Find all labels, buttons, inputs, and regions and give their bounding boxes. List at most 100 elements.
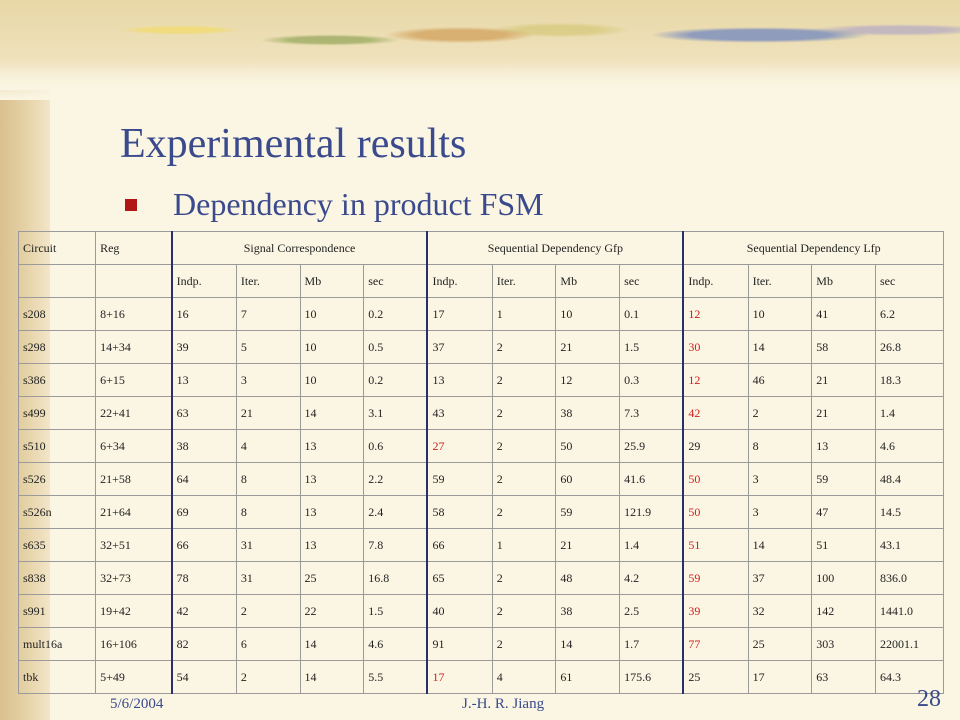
sc-indp-cell: 13	[170, 363, 237, 397]
lfp-indp-cell: 50	[682, 462, 749, 496]
lfp-mb-cell: 51	[811, 528, 876, 562]
sc-indp-cell: 82	[170, 627, 237, 661]
sc-indp-cell: 39	[170, 330, 237, 364]
gfp-sec-cell: 1.5	[619, 330, 684, 364]
sc-sec-cell: 0.5	[363, 330, 428, 364]
gfp-indp-cell: 27	[426, 429, 493, 463]
lfp-iter-cell: 46	[747, 363, 813, 397]
sc-iter-cell: 21	[235, 396, 301, 430]
gfp-sec-cell: 4.2	[619, 561, 684, 595]
gfp-iter-cell: 2	[491, 627, 557, 661]
reg-cell: 32+73	[95, 561, 173, 595]
gfp-iter-cell: 1	[491, 528, 557, 562]
reg-header: Reg	[95, 231, 173, 265]
reg-cell: 21+58	[95, 462, 173, 496]
sc-iter-cell: 7	[235, 297, 301, 331]
lfp-iter-cell: 37	[747, 561, 813, 595]
table-row: s510 6+34 38 4 13 0.6 27 2 50 25.9 29 8 13 4.6	[17, 429, 944, 463]
sc-sec-cell: 0.6	[363, 429, 428, 463]
lfp-iter-cell: 2	[747, 396, 813, 430]
gfp-mb-cell: 50	[555, 429, 621, 463]
lfp-sec-cell: 18.3	[875, 363, 944, 397]
gfp-iter-cell: 2	[491, 594, 557, 628]
sc-iter-cell: 3	[235, 363, 301, 397]
sc-iter-cell: 2	[235, 594, 301, 628]
gfp-sec-cell: 1.7	[619, 627, 684, 661]
reg-cell: 8+16	[95, 297, 173, 331]
sc-mb-cell: 14	[299, 396, 365, 430]
lfp-indp-cell: 25	[682, 660, 749, 694]
gfp-iter-cell: 2	[491, 561, 557, 595]
group-header-lfp: Sequential Dependency Lfp	[682, 231, 945, 265]
lfp-iter-cell: 8	[747, 429, 813, 463]
table-row: s635 32+51 66 31 13 7.8 66 1 21 1.4 51 14 51 43.1	[17, 528, 944, 562]
lfp-indp-cell: 29	[682, 429, 749, 463]
subheader-gfp-1: Iter.	[491, 264, 557, 298]
sc-mb-cell: 14	[299, 660, 365, 694]
sc-sec-cell: 16.8	[363, 561, 428, 595]
lfp-indp-cell: 51	[682, 528, 749, 562]
table-row: s526 21+58 64 8 13 2.2 59 2 60 41.6 50 3 59 48.4	[17, 462, 944, 496]
sc-iter-cell: 2	[235, 660, 301, 694]
subheader-lfp-0: Indp.	[682, 264, 749, 298]
gfp-sec-cell: 41.6	[619, 462, 684, 496]
table-row: s991 19+42 42 2 22 1.5 40 2 38 2.5 39 32 142 1441.0	[17, 594, 944, 628]
table-row: tbk 5+49 54 2 14 5.5 17 4 61 175.6 25 17 63 64.3	[17, 660, 944, 694]
gfp-iter-cell: 2	[491, 429, 557, 463]
sc-mb-cell: 10	[299, 297, 365, 331]
lfp-indp-cell: 59	[682, 561, 749, 595]
circuit-cell: tbk	[17, 660, 97, 694]
page-number: 28	[917, 686, 941, 712]
subheader-gfp-0: Indp.	[426, 264, 493, 298]
lfp-iter-cell: 10	[747, 297, 813, 331]
lfp-mb-cell: 59	[811, 462, 876, 496]
subheader-lfp-1: Iter.	[747, 264, 813, 298]
lfp-mb-cell: 47	[811, 495, 876, 529]
reg-cell: 19+42	[95, 594, 173, 628]
lfp-mb-cell: 58	[811, 330, 876, 364]
gfp-iter-cell: 2	[491, 330, 557, 364]
gfp-iter-cell: 2	[491, 396, 557, 430]
lfp-iter-cell: 14	[747, 528, 813, 562]
table-row: mult16a 16+106 82 6 14 4.6 91 2 14 1.7 77 25 303 2200…	[17, 627, 944, 661]
circuit-cell: mult16a	[17, 627, 97, 661]
lfp-mb-cell: 303	[811, 627, 876, 661]
table-body: s208 8+16 16 7 10 0.2 17 1 10 0.1 12 10 41 6.2 s298 14+…	[17, 297, 944, 694]
circuit-cell: s510	[17, 429, 97, 463]
gfp-sec-cell: 121.9	[619, 495, 684, 529]
sc-sec-cell: 4.6	[363, 627, 428, 661]
gfp-indp-cell: 91	[426, 627, 493, 661]
lfp-iter-cell: 32	[747, 594, 813, 628]
lfp-indp-cell: 39	[682, 594, 749, 628]
sc-mb-cell: 13	[299, 495, 365, 529]
lfp-indp-cell: 12	[682, 297, 749, 331]
gfp-sec-cell: 175.6	[619, 660, 684, 694]
lfp-sec-cell: 836.0	[875, 561, 944, 595]
gfp-iter-cell: 1	[491, 297, 557, 331]
subheader-sc-0: Indp.	[170, 264, 237, 298]
lfp-mb-cell: 21	[811, 363, 876, 397]
lfp-sec-cell: 26.8	[875, 330, 944, 364]
lfp-mb-cell: 100	[811, 561, 876, 595]
sc-indp-cell: 78	[170, 561, 237, 595]
empty-header-cell	[17, 264, 97, 298]
table-row: s386 6+15 13 3 10 0.2 13 2 12 0.3 12 46 21 18.3	[17, 363, 944, 397]
lfp-sec-cell: 4.6	[875, 429, 944, 463]
reg-cell: 21+64	[95, 495, 173, 529]
lfp-sec-cell: 14.5	[875, 495, 944, 529]
gfp-iter-cell: 2	[491, 495, 557, 529]
subheader-gfp-3: sec	[619, 264, 684, 298]
gfp-mb-cell: 38	[555, 396, 621, 430]
subheader-sc-3: sec	[363, 264, 428, 298]
gfp-mb-cell: 61	[555, 660, 621, 694]
lfp-sec-cell: 6.2	[875, 297, 944, 331]
sc-mb-cell: 13	[299, 462, 365, 496]
gfp-indp-cell: 17	[426, 660, 493, 694]
sc-iter-cell: 6	[235, 627, 301, 661]
sc-indp-cell: 64	[170, 462, 237, 496]
lfp-indp-cell: 77	[682, 627, 749, 661]
table-subheader-row: Indp. Iter. Mb sec Indp. Iter. Mb sec Indp. Iter.…	[17, 264, 944, 298]
lfp-indp-cell: 42	[682, 396, 749, 430]
reg-cell: 16+106	[95, 627, 173, 661]
sc-sec-cell: 1.5	[363, 594, 428, 628]
